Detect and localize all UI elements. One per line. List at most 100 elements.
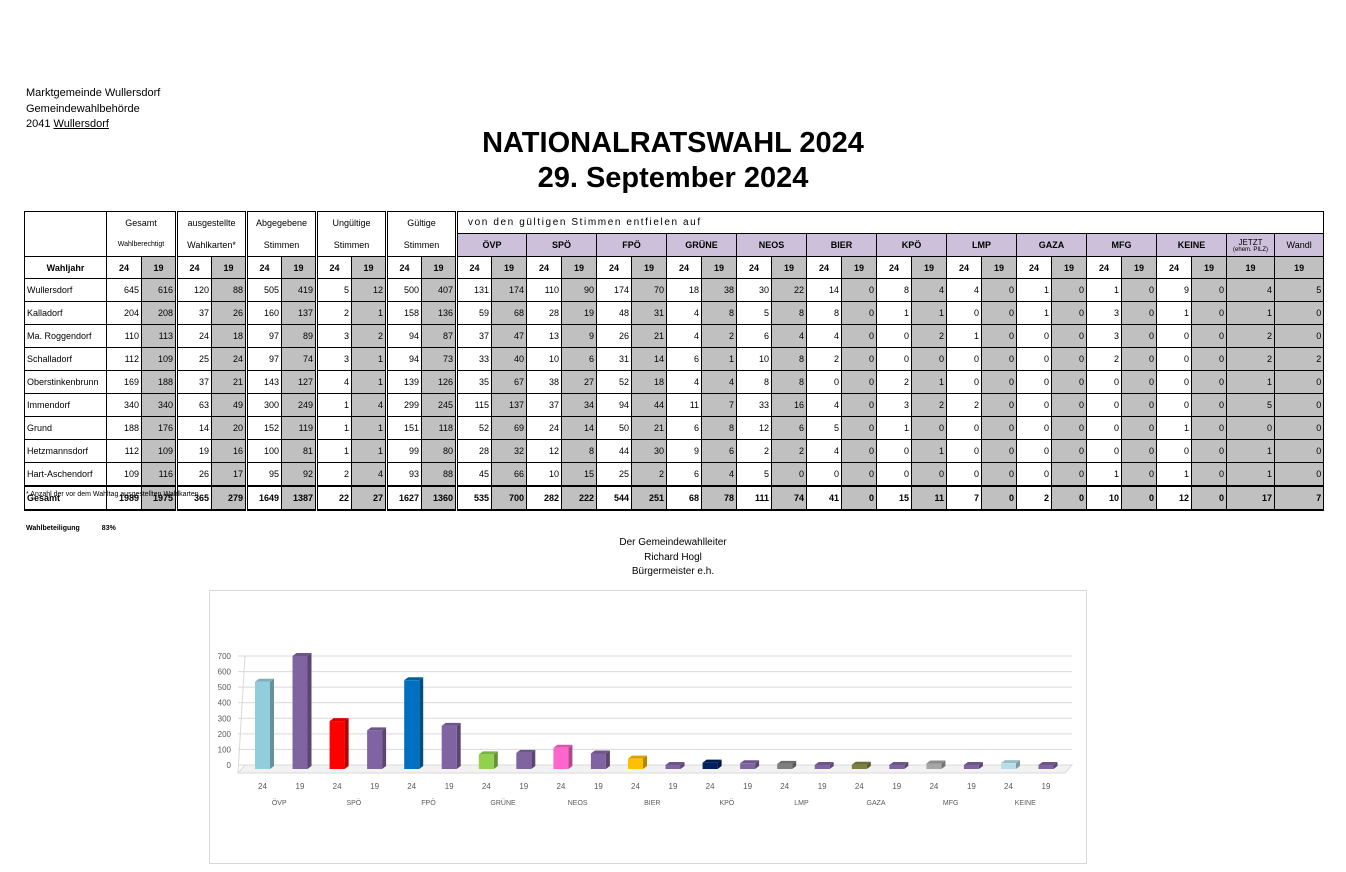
value-cell: 95: [245, 462, 283, 487]
value-cell: 1: [876, 416, 913, 440]
bar-top: [478, 751, 498, 755]
x-sub-label: 19: [669, 782, 678, 791]
value-cell: 0: [806, 462, 843, 487]
value-cell: 34: [561, 393, 598, 417]
value-cell: 407: [421, 278, 458, 302]
value-cell: 9: [666, 439, 703, 463]
x-category-label: MFG: [943, 800, 959, 807]
value-cell: 500: [385, 278, 423, 302]
value-cell: 2: [1274, 347, 1325, 371]
value-cell: 0: [946, 439, 983, 463]
group-header-top: Ungültige: [315, 211, 388, 234]
year-label: Wahljahr: [24, 256, 107, 279]
value-cell: 6: [701, 439, 738, 463]
x-category-label: KPÖ: [719, 799, 734, 807]
value-cell: 208: [140, 301, 178, 325]
value-cell: 68: [666, 485, 703, 511]
year-cell: 19: [841, 256, 878, 279]
value-cell: 49: [211, 393, 248, 417]
x-sub-label: 19: [743, 782, 752, 791]
value-cell: 38: [701, 278, 738, 302]
bar-top: [851, 761, 871, 765]
value-cell: 0: [1086, 393, 1123, 417]
year-cell: 19: [701, 256, 738, 279]
y-tick-label: 700: [218, 652, 232, 661]
value-cell: 188: [106, 416, 142, 440]
value-cell: 4: [351, 462, 388, 487]
bar-top: [1001, 760, 1020, 764]
value-cell: 0: [1191, 347, 1228, 371]
value-cell: 4: [351, 393, 388, 417]
value-cell: 0: [1086, 370, 1123, 394]
results-table: Gesamt ausgestellte Abgegebene Ungültige Gül…: [24, 211, 1325, 511]
row-label: Oberstinkenbrunn: [24, 370, 107, 394]
group-header-bottom: Wahlkarten*: [175, 233, 248, 257]
x-sub-label: 24: [929, 782, 938, 791]
value-cell: 0: [1086, 439, 1123, 463]
value-cell: 8: [561, 439, 598, 463]
value-cell: 0: [841, 370, 878, 394]
year-cell: 19: [1121, 256, 1158, 279]
value-cell: 0: [1086, 416, 1123, 440]
bar: [1038, 765, 1054, 769]
value-cell: 0: [876, 462, 913, 487]
value-cell: 92: [281, 462, 318, 487]
row-label: Grund: [24, 416, 107, 440]
table-row: Kalladorf 204 208 37 26 160 137 2 1 158 136 59 68 28 1…: [24, 301, 1325, 325]
year-cell: 19: [981, 256, 1018, 279]
bar: [851, 764, 867, 769]
year-cell: 24: [946, 256, 983, 279]
value-cell: 0: [1051, 301, 1088, 325]
y-tick-label: 0: [227, 761, 232, 770]
value-cell: 2: [946, 393, 983, 417]
value-cell: 31: [596, 347, 633, 371]
value-cell: 0: [946, 347, 983, 371]
party-header: NEOS: [736, 233, 808, 257]
year-cell: 24: [736, 256, 773, 279]
value-cell: 81: [281, 439, 318, 463]
value-cell: 0: [1191, 301, 1228, 325]
table-row: Oberstinkenbrunn 169 188 37 21 143 127 4 1 139 126…: [24, 370, 1325, 394]
bar-side: [978, 762, 983, 769]
value-cell: 0: [981, 485, 1018, 511]
value-cell: 30: [736, 278, 773, 302]
value-cell: 113: [140, 324, 178, 348]
group-header-top: ausgestellte: [175, 211, 248, 234]
x-sub-label: 19: [594, 782, 603, 791]
value-cell: 1: [911, 439, 948, 463]
value-cell: 419: [281, 278, 318, 302]
value-cell: 16: [771, 393, 808, 417]
row-label: Schalladorf: [24, 347, 107, 371]
value-cell: 0: [981, 324, 1018, 348]
value-cell: 44: [596, 439, 633, 463]
group-header-top: Gültige: [385, 211, 458, 234]
value-cell: 94: [385, 347, 423, 371]
x-sub-label: 19: [818, 782, 827, 791]
value-cell: 112: [106, 439, 142, 463]
bar-side: [270, 678, 274, 769]
municipality-header: Marktgemeinde Wullersdorf Gemeindewahlbe…: [26, 86, 160, 133]
year-cell: 19: [140, 256, 178, 279]
bar-top: [814, 762, 834, 765]
value-cell: 10: [526, 347, 563, 371]
parties-caption: von den gültigen Stimmen entfielen auf: [455, 211, 1325, 234]
value-cell: 1360: [421, 485, 458, 511]
value-cell: 535: [455, 485, 493, 511]
year-cell: 24: [666, 256, 703, 279]
bar-top: [590, 750, 610, 754]
value-cell: 22: [771, 278, 808, 302]
bar-top: [889, 762, 909, 765]
value-cell: 1: [1156, 301, 1193, 325]
value-cell: 2: [701, 324, 738, 348]
value-cell: 0: [841, 278, 878, 302]
value-cell: 13: [526, 324, 563, 348]
row-label: Hetzmannsdorf: [24, 439, 107, 463]
year-cell: 19: [561, 256, 598, 279]
value-cell: 645: [106, 278, 142, 302]
bar: [1001, 763, 1016, 769]
value-cell: 0: [1226, 416, 1276, 440]
value-cell: 0: [981, 439, 1018, 463]
value-cell: 2: [911, 324, 948, 348]
value-cell: 27: [351, 485, 388, 511]
corner-cell: [24, 211, 107, 257]
